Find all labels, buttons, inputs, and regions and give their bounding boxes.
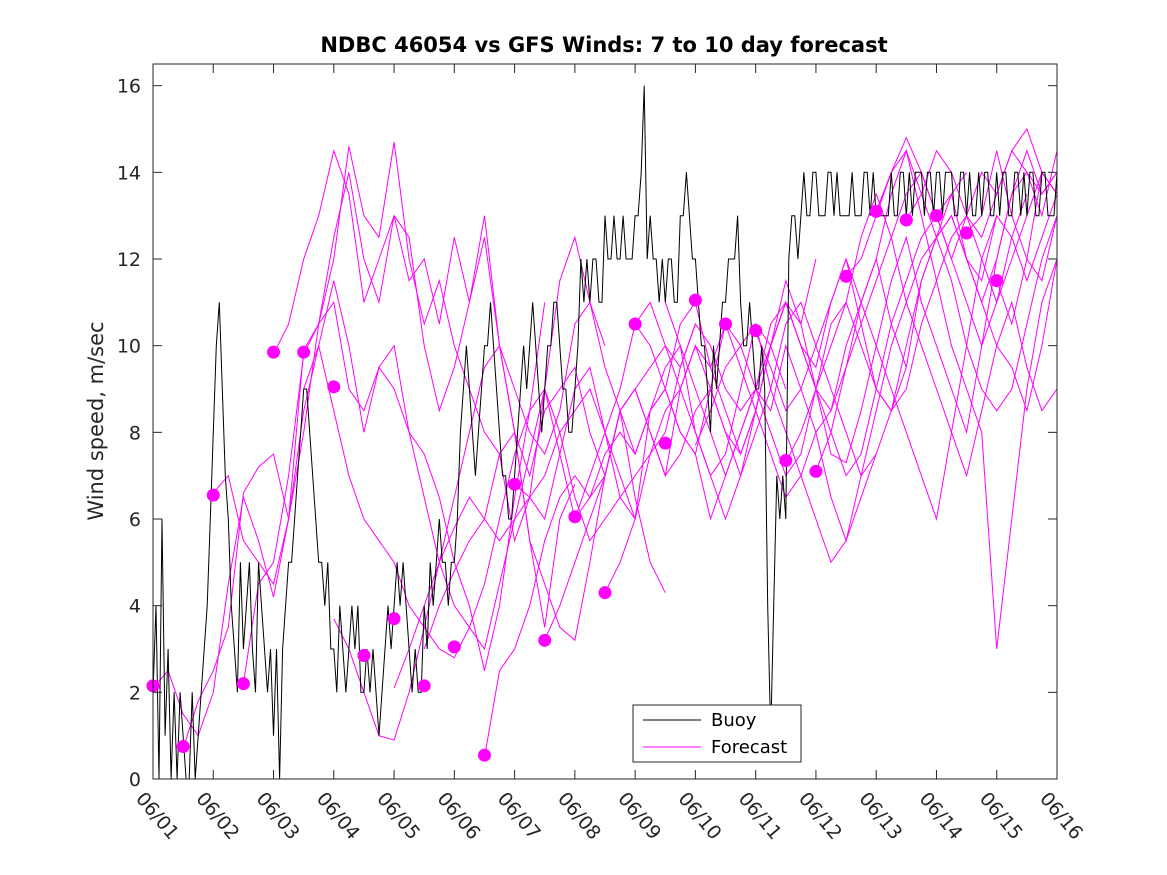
legend: Buoy Forecast bbox=[632, 704, 802, 763]
forecast-marker bbox=[598, 586, 612, 600]
y-tick-label: 6 bbox=[129, 509, 141, 531]
forecast-line bbox=[514, 257, 907, 499]
forecast-line bbox=[815, 148, 1057, 650]
forecast-line bbox=[664, 149, 1057, 478]
forecast-line bbox=[634, 193, 1028, 477]
forecast-marker bbox=[960, 226, 974, 240]
forecast-line bbox=[212, 141, 606, 586]
y-tick-label: 8 bbox=[129, 422, 141, 444]
y-tick-label: 10 bbox=[117, 336, 141, 358]
forecast-marker bbox=[839, 269, 853, 283]
forecast-marker bbox=[387, 612, 401, 626]
legend-forecast-label: Forecast bbox=[711, 737, 787, 758]
forecast-marker bbox=[417, 679, 431, 693]
y-tick-label: 0 bbox=[129, 769, 141, 791]
y-tick-label: 4 bbox=[129, 596, 141, 618]
forecast-line bbox=[845, 136, 1057, 348]
forecast-lines bbox=[153, 127, 1057, 758]
forecast-marker bbox=[749, 324, 763, 337]
forecast-marker bbox=[236, 677, 250, 691]
y-axis-label: Wind speed, m/sec bbox=[84, 321, 108, 520]
y-tick-label: 2 bbox=[129, 682, 141, 704]
forecast-marker bbox=[869, 204, 883, 218]
y-tick-label: 12 bbox=[117, 249, 141, 271]
forecast-line bbox=[996, 171, 1057, 326]
y-axis: 0 2 4 6 8 10 12 14 16 bbox=[117, 76, 1057, 791]
forecast-marker bbox=[477, 748, 491, 762]
forecast-marker bbox=[568, 510, 582, 524]
forecast-marker bbox=[628, 317, 642, 331]
forecast-marker bbox=[809, 464, 823, 478]
plot-area bbox=[146, 63, 1058, 780]
forecast-marker bbox=[719, 317, 733, 331]
forecast-line bbox=[905, 127, 1057, 239]
forecast-line bbox=[875, 149, 1057, 412]
forecast-marker bbox=[658, 436, 672, 450]
legend-box bbox=[632, 704, 802, 763]
forecast-markers bbox=[146, 204, 1004, 762]
chart-title: NDBC 46054 vs GFS Winds: 7 to 10 day for… bbox=[320, 33, 887, 57]
forecast-marker bbox=[508, 477, 522, 491]
forecast-marker bbox=[267, 345, 281, 359]
forecast-line bbox=[273, 148, 666, 642]
forecast-line bbox=[303, 301, 696, 659]
forecast-marker bbox=[206, 488, 220, 502]
forecast-marker bbox=[538, 633, 552, 647]
forecast-marker bbox=[929, 209, 943, 223]
forecast-marker bbox=[899, 213, 913, 227]
forecast-marker bbox=[779, 454, 793, 467]
forecast-marker bbox=[297, 345, 311, 359]
y-tick-label: 14 bbox=[117, 162, 141, 184]
forecast-marker bbox=[990, 274, 1004, 288]
forecast-line bbox=[755, 193, 1057, 521]
forecast-marker bbox=[447, 640, 461, 654]
legend-buoy-label: Buoy bbox=[711, 710, 757, 731]
forecast-marker bbox=[327, 380, 341, 394]
forecast-line bbox=[574, 172, 968, 521]
plot-frame bbox=[152, 63, 1058, 780]
forecast-marker bbox=[357, 649, 371, 662]
plot-background bbox=[153, 64, 1057, 779]
forecast-line bbox=[694, 150, 1057, 564]
forecast-marker bbox=[176, 740, 190, 753]
forecast-marker bbox=[688, 293, 702, 307]
y-tick-label: 16 bbox=[117, 76, 141, 98]
forecast-line bbox=[785, 192, 1057, 478]
